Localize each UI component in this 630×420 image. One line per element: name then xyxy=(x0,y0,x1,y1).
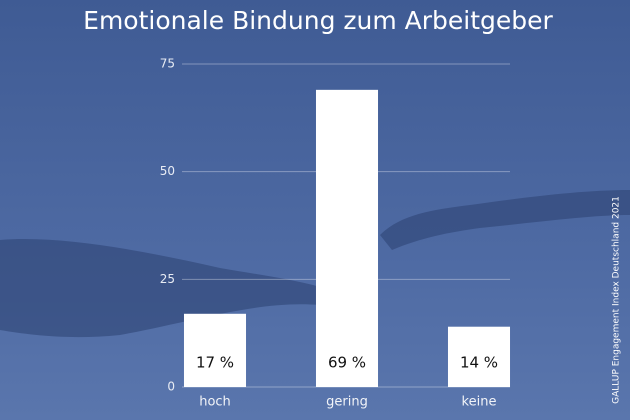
hand-left xyxy=(0,239,330,338)
y-tick-label: 50 xyxy=(160,164,175,178)
y-tick-label: 0 xyxy=(167,380,175,394)
value-label: 69 % xyxy=(328,354,366,372)
source-note: GALLUP Engagement Index Deutschland 2021 xyxy=(612,196,622,404)
x-tick-label: gering xyxy=(326,395,368,410)
y-tick-label: 75 xyxy=(160,57,175,71)
y-tick-label: 25 xyxy=(160,272,175,286)
x-tick-label: hoch xyxy=(199,395,231,410)
chart-title: Emotionale Bindung zum Arbeitgeber xyxy=(83,6,553,35)
bar xyxy=(183,313,247,387)
value-label: 14 % xyxy=(460,354,498,372)
x-tick-label: keine xyxy=(462,395,497,410)
bar xyxy=(447,326,511,387)
value-label: 17 % xyxy=(196,354,234,372)
bar xyxy=(315,89,379,387)
hand-right xyxy=(380,190,630,250)
